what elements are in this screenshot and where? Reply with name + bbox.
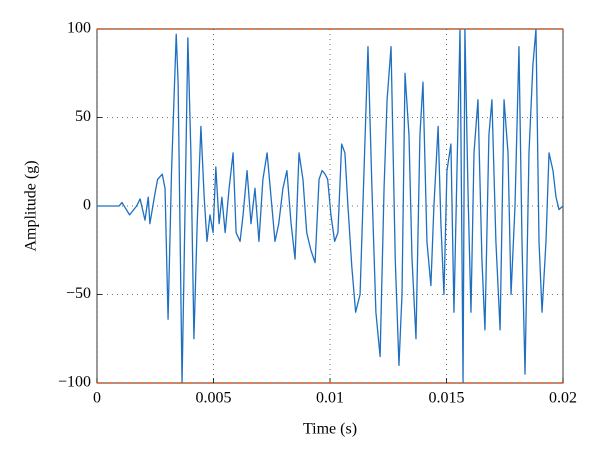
x-tick-label: 0.005: [196, 390, 232, 407]
x-tick-label: 0.015: [429, 390, 465, 407]
x-tick-label: 0.02: [549, 390, 577, 407]
y-tick-label: 100: [67, 20, 91, 37]
x-axis-label: Time (s): [303, 421, 357, 438]
x-tick-label: 0.01: [316, 390, 344, 407]
y-tick-label: −100: [58, 374, 91, 391]
y-tick-label: 50: [75, 108, 91, 125]
y-tick-label: −50: [66, 285, 91, 302]
y-tick-label: 0: [83, 197, 91, 214]
series-line: [97, 28, 564, 384]
y-axis-label: Amplitude (g): [23, 160, 40, 251]
x-tick-label: 0: [93, 390, 101, 407]
